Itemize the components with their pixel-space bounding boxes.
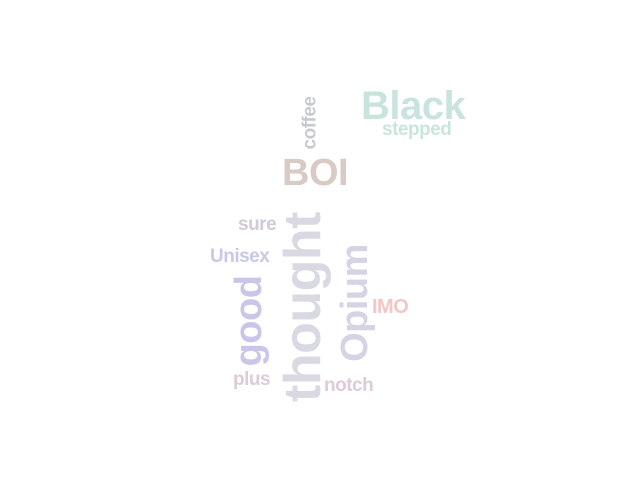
- word-thought: thought: [274, 212, 332, 402]
- word-stepped: stepped: [382, 119, 452, 140]
- word-coffee: coffee: [299, 96, 321, 150]
- word-good: good: [228, 275, 270, 367]
- word-boi: BOI: [282, 152, 349, 194]
- word-black: Black: [361, 84, 466, 128]
- word-unisex: Unisex: [210, 246, 270, 267]
- word-imo: IMO: [372, 296, 409, 318]
- word-plus: plus: [233, 369, 271, 390]
- word-notch: notch: [324, 375, 374, 396]
- word-opium: Opium: [334, 244, 376, 362]
- word-sure: sure: [238, 214, 277, 235]
